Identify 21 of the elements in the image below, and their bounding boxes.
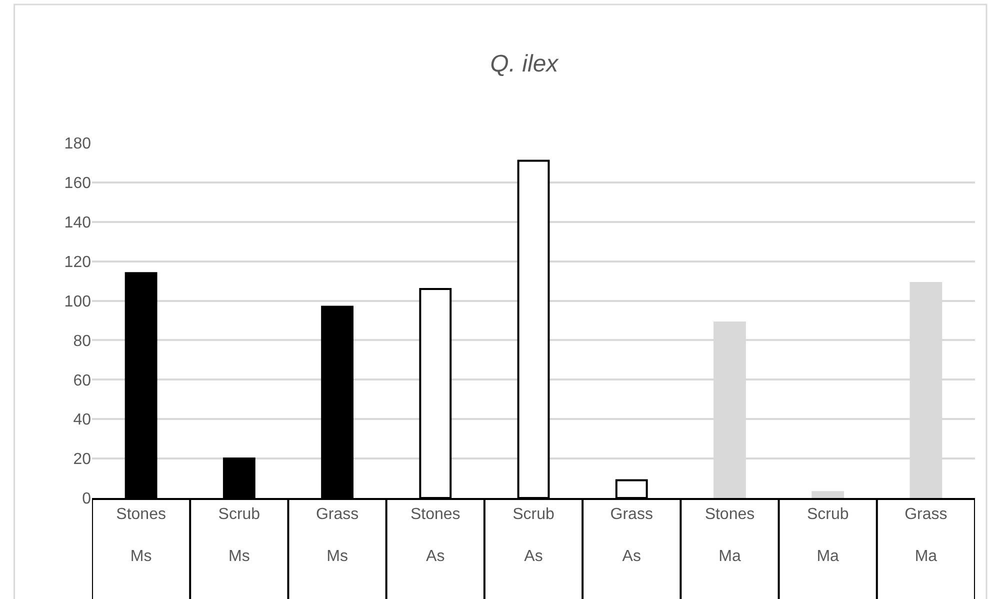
category-label: Stones Ms: [116, 506, 166, 565]
category-label: Grass As: [610, 506, 653, 565]
y-tick-label: 160: [64, 175, 92, 192]
y-tick-label: 0: [82, 490, 92, 508]
category-label: Grass Ma: [904, 506, 948, 565]
category-label: Stones Ma: [704, 506, 755, 565]
y-tick-label: 100: [64, 293, 92, 310]
y-tick-label: 180: [64, 136, 92, 153]
category-label: Scrub As: [512, 506, 554, 565]
category-label: Grass Ms: [316, 506, 359, 565]
category-label: Stones As: [410, 506, 460, 565]
y-tick-label: 40: [73, 412, 92, 429]
category-label: Scrub Ma: [806, 506, 849, 565]
y-tick-label: 20: [73, 451, 92, 468]
y-tick-label: 120: [64, 254, 92, 271]
y-tick-label: 140: [64, 214, 92, 232]
category-label: Scrub Ms: [218, 506, 260, 565]
bar: [812, 491, 844, 498]
y-tick-label: 80: [73, 332, 92, 350]
chart-title: Q. ilex: [490, 50, 560, 78]
y-tick-label: 60: [73, 372, 92, 390]
